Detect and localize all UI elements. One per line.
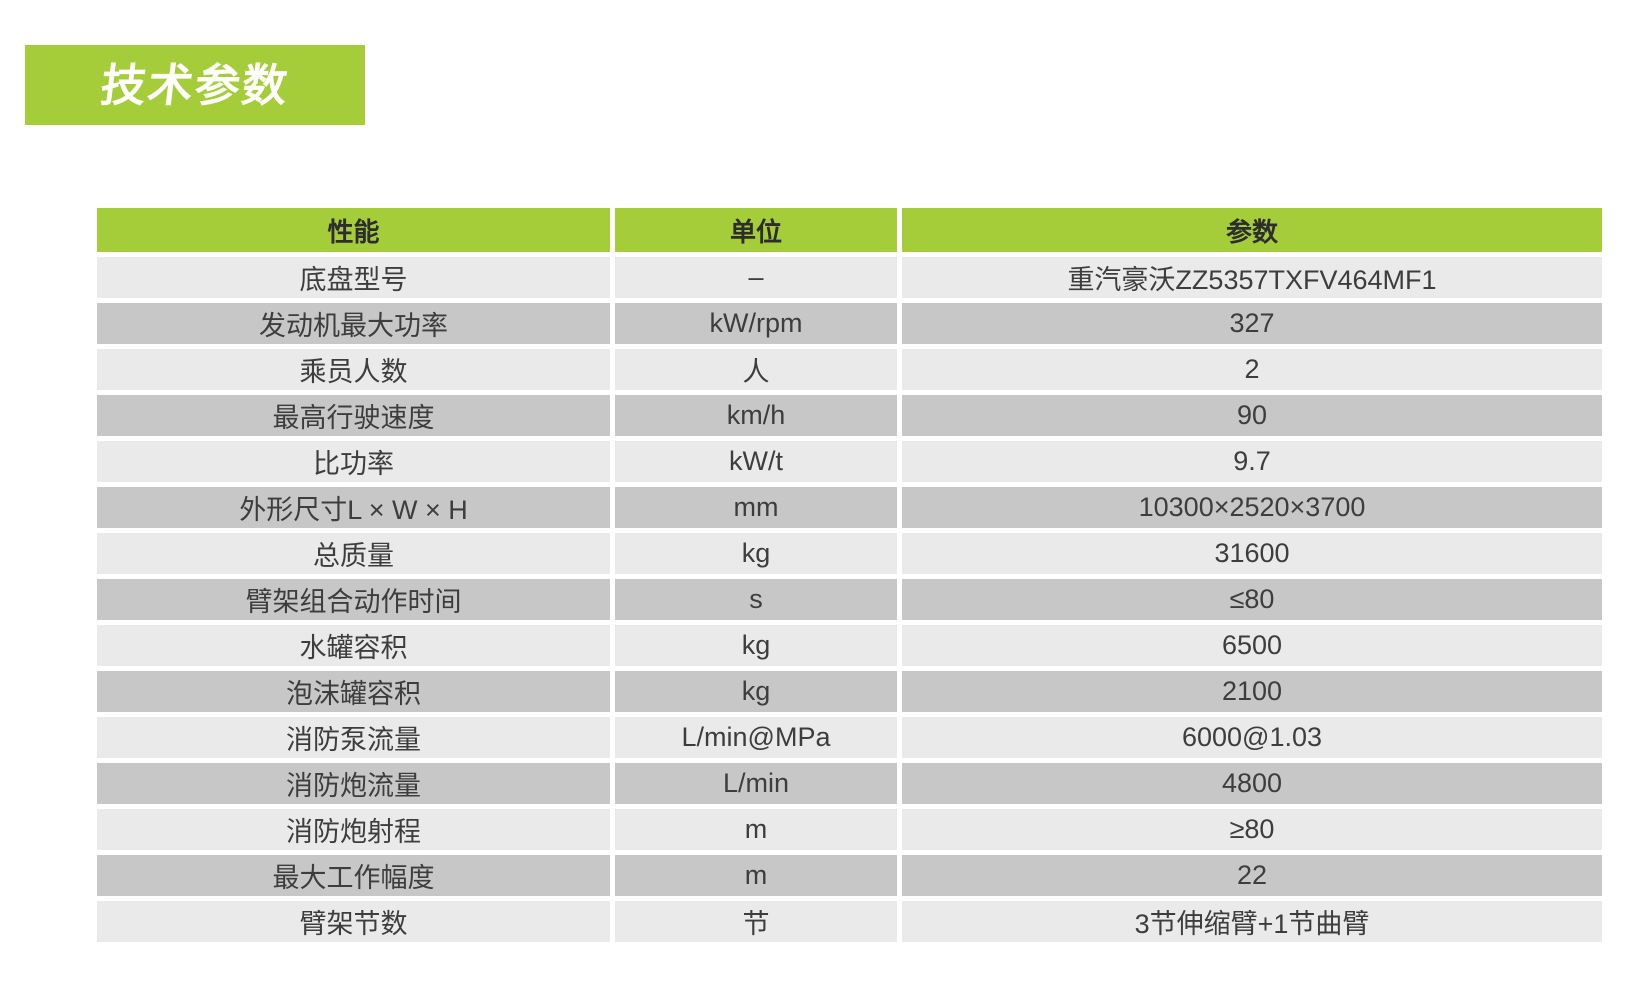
column-header-unit: 单位 (615, 208, 897, 252)
row-unit-value: – (615, 256, 897, 298)
table-row: 泡沫罐容积 kg 2100 (97, 670, 1602, 712)
row-parameter-value: 327 (902, 302, 1602, 344)
row-unit-value: kW/rpm (615, 302, 897, 344)
row-performance-label: 消防炮射程 (97, 808, 610, 850)
row-unit-value: mm (615, 486, 897, 528)
row-performance-label: 发动机最大功率 (97, 302, 610, 344)
spec-table: 性能 单位 参数 底盘型号 – 重汽豪沃ZZ5357TXFV464MF1 发动机最大功… (97, 208, 1602, 947)
table-row: 臂架组合动作时间 s ≤80 (97, 578, 1602, 620)
row-parameter-value: 31600 (902, 532, 1602, 574)
row-unit-value: m (615, 854, 897, 896)
row-performance-label: 臂架组合动作时间 (97, 578, 610, 620)
table-row: 乘员人数人 2 (97, 348, 1602, 390)
row-parameter-value: 22 (902, 854, 1602, 896)
table-row: 最高行驶速度 km/h 90 (97, 394, 1602, 436)
column-header-parameter: 参数 (902, 208, 1602, 252)
row-parameter-value: ≥80 (902, 808, 1602, 850)
table-row: 消防炮射程 m ≥80 (97, 808, 1602, 850)
table-row: 总质量 kg 31600 (97, 532, 1602, 574)
row-parameter-value: 10300×2520×3700 (902, 486, 1602, 528)
row-unit-value: L/min@MPa (615, 716, 897, 758)
row-unit-value: 人 (615, 348, 897, 390)
table-row: 发动机最大功率 kW/rpm 327 (97, 302, 1602, 344)
row-unit-value: L/min (615, 762, 897, 804)
section-title-badge: 技术参数 (25, 45, 365, 125)
row-unit-value: 节 (615, 900, 897, 942)
row-unit-value: kg (615, 532, 897, 574)
row-unit-value: m (615, 808, 897, 850)
table-row: 臂架节数节 3节伸缩臂+1节曲臂 (97, 900, 1602, 942)
row-parameter-value: 3节伸缩臂+1节曲臂 (902, 900, 1602, 942)
row-performance-label: 比功率 (97, 440, 610, 482)
row-unit-value: km/h (615, 394, 897, 436)
row-unit-value: s (615, 578, 897, 620)
table-row: 底盘型号 – 重汽豪沃ZZ5357TXFV464MF1 (97, 256, 1602, 298)
table-header-row: 性能 单位 参数 (97, 208, 1602, 252)
row-parameter-value: 6500 (902, 624, 1602, 666)
table-row: 最大工作幅度 m 22 (97, 854, 1602, 896)
row-parameter-value: 9.7 (902, 440, 1602, 482)
column-header-performance: 性能 (97, 208, 610, 252)
row-parameter-value: 重汽豪沃ZZ5357TXFV464MF1 (902, 256, 1602, 298)
row-parameter-value: ≤80 (902, 578, 1602, 620)
row-performance-label: 泡沫罐容积 (97, 670, 610, 712)
row-performance-label: 消防炮流量 (97, 762, 610, 804)
row-performance-label: 总质量 (97, 532, 610, 574)
table-row: 水罐容积 kg 6500 (97, 624, 1602, 666)
row-performance-label: 臂架节数 (97, 900, 610, 942)
row-performance-label: 最大工作幅度 (97, 854, 610, 896)
row-parameter-value: 6000@1.03 (902, 716, 1602, 758)
table-row: 消防泵流量 L/min@MPa 6000@1.03 (97, 716, 1602, 758)
row-performance-label: 底盘型号 (97, 256, 610, 298)
table-row: 比功率 kW/t 9.7 (97, 440, 1602, 482)
row-unit-value: kW/t (615, 440, 897, 482)
row-unit-value: kg (615, 624, 897, 666)
row-performance-label: 水罐容积 (97, 624, 610, 666)
row-parameter-value: 4800 (902, 762, 1602, 804)
row-parameter-value: 2100 (902, 670, 1602, 712)
row-parameter-value: 90 (902, 394, 1602, 436)
section-title: 技术参数 (97, 59, 293, 111)
row-performance-label: 消防泵流量 (97, 716, 610, 758)
row-parameter-value: 2 (902, 348, 1602, 390)
row-performance-label: 乘员人数 (97, 348, 610, 390)
row-unit-value: kg (615, 670, 897, 712)
spec-table-body: 底盘型号 – 重汽豪沃ZZ5357TXFV464MF1 发动机最大功率 kW/rpm 32… (97, 256, 1602, 942)
row-performance-label: 最高行驶速度 (97, 394, 610, 436)
row-performance-label: 外形尺寸L × W × H (97, 486, 610, 528)
table-row: 消防炮流量 L/min 4800 (97, 762, 1602, 804)
